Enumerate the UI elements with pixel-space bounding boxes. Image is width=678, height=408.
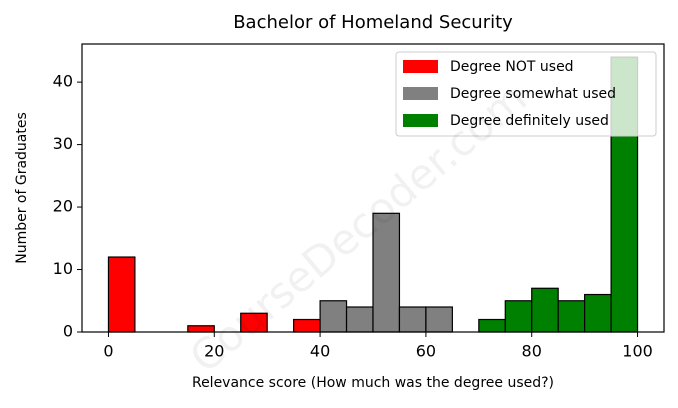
legend-swatch xyxy=(403,87,438,100)
y-tick-label: 30 xyxy=(53,134,73,153)
x-axis-label: Relevance score (How much was the degree… xyxy=(192,375,554,391)
bar xyxy=(293,318,321,333)
axes-frame xyxy=(81,43,665,333)
legend-box xyxy=(395,51,657,137)
bar xyxy=(425,306,453,333)
y-tick-label: 0 xyxy=(63,322,73,341)
bar xyxy=(398,306,427,333)
watermark: CourseDecoder.com xyxy=(180,73,535,382)
legend-swatch xyxy=(403,60,438,73)
y-tick-label: 10 xyxy=(53,259,73,278)
legend-label: Degree NOT used xyxy=(450,59,574,75)
bar xyxy=(319,300,348,333)
x-tick-label: 60 xyxy=(416,342,436,361)
bar xyxy=(557,300,586,333)
bar xyxy=(345,306,374,333)
x-tick-label: 100 xyxy=(622,342,653,361)
x-tick-label: 80 xyxy=(522,342,542,361)
chart-title: Bachelor of Homeland Security xyxy=(233,12,513,33)
x-tick-label: 0 xyxy=(103,342,113,361)
x-tick-label: 20 xyxy=(204,342,224,361)
bar xyxy=(478,318,506,333)
legend: Degree NOT used Degree somewhat used Degre… xyxy=(395,51,657,137)
bar xyxy=(531,287,559,333)
x-tick-label: 40 xyxy=(310,342,330,361)
bar xyxy=(504,300,533,333)
bar xyxy=(107,256,136,333)
y-axis-label: Number of Graduates xyxy=(14,112,30,264)
bar xyxy=(584,293,612,333)
legend-swatch xyxy=(403,114,438,127)
y-tick-label: 20 xyxy=(53,197,73,216)
legend-label: Degree somewhat used xyxy=(450,86,616,102)
legend-label: Degree definitely used xyxy=(450,113,609,129)
y-tick-label: 40 xyxy=(53,72,73,91)
